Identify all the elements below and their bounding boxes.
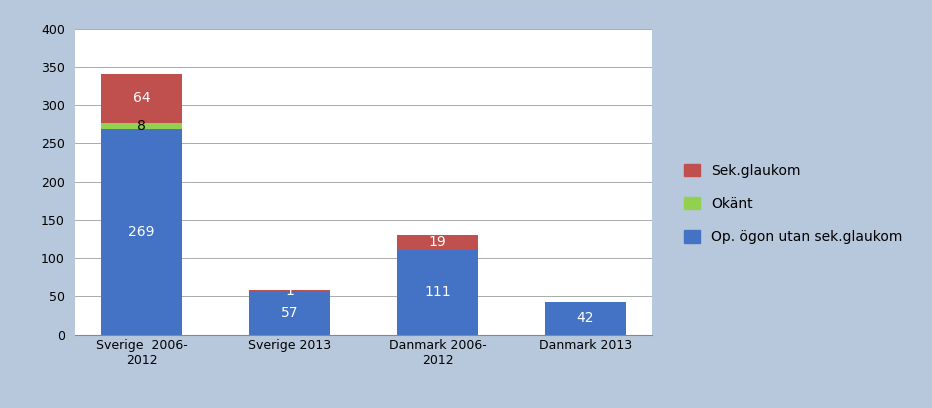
Legend: Sek.glaukom, Okänt, Op. ögon utan sek.glaukom: Sek.glaukom, Okänt, Op. ögon utan sek.gl… bbox=[678, 158, 909, 250]
Bar bbox=[397, 235, 478, 250]
Text: 8: 8 bbox=[137, 119, 146, 133]
Text: 111: 111 bbox=[424, 285, 451, 299]
Text: 64: 64 bbox=[132, 91, 150, 105]
Bar bbox=[544, 302, 626, 335]
Bar bbox=[101, 74, 183, 123]
Bar bbox=[101, 129, 183, 335]
Text: 19: 19 bbox=[429, 235, 446, 249]
Text: 269: 269 bbox=[129, 225, 155, 239]
Bar bbox=[101, 123, 183, 129]
Bar bbox=[249, 290, 330, 291]
Text: 42: 42 bbox=[577, 311, 595, 326]
Text: 57: 57 bbox=[281, 306, 298, 320]
Bar bbox=[249, 291, 330, 335]
Bar bbox=[397, 250, 478, 335]
Text: 1: 1 bbox=[285, 284, 294, 297]
